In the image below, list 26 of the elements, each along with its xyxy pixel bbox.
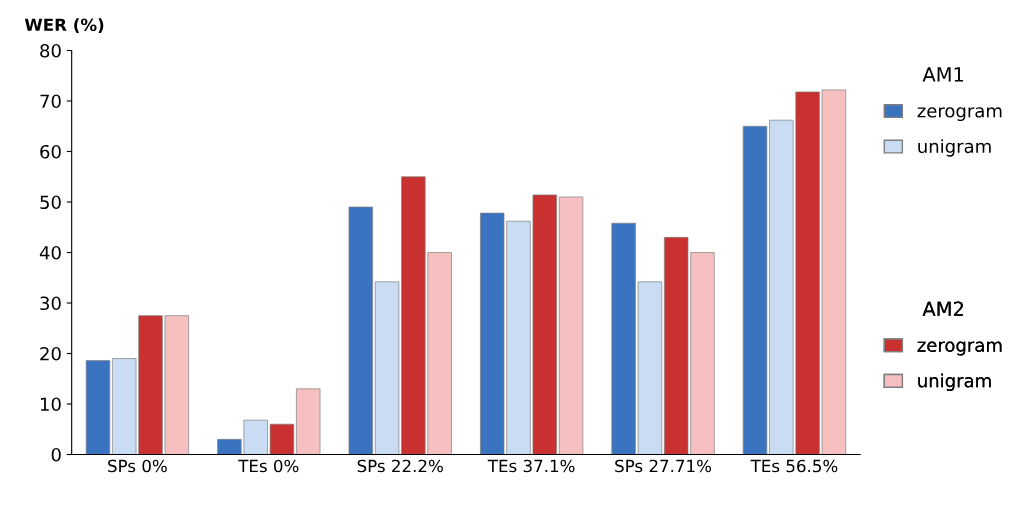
y-tick-label: 20 [40, 346, 61, 361]
y-tick-label: 40 [39, 245, 61, 260]
x-tick-label: SPs 22.2% [357, 459, 443, 473]
bar [558, 196, 584, 455]
x-tick-label: TEs 0% [238, 459, 299, 473]
y-tick-label: 10 [40, 397, 61, 412]
y-tick-label: 50 [40, 195, 61, 210]
y-tick-label: 70 [40, 94, 61, 109]
y-tick-label: 30 [40, 296, 61, 311]
legend-label: unigram [918, 139, 991, 157]
y-axis-title: WER (%) [24, 18, 104, 34]
legend-label: zerogram [917, 107, 1002, 122]
x-tick-label: SPs 0% [108, 459, 167, 473]
text: AM1 [922, 67, 964, 82]
bar [85, 360, 111, 455]
bar [348, 206, 373, 455]
y-tick-label: 60 [40, 144, 61, 159]
x-tick-label: TEs 37.1% [487, 459, 575, 473]
y-tick-label: 80 [40, 43, 61, 58]
legend-label: unigram [918, 373, 991, 391]
legend-label: zerogram [917, 341, 1002, 356]
x-tick-label: TEs 56.5% [750, 459, 838, 473]
text: AM2 [922, 301, 963, 316]
x-tick-label: SPs 27.71% [615, 459, 712, 473]
y-tick-label: 0 [51, 447, 61, 462]
bar [296, 388, 321, 455]
